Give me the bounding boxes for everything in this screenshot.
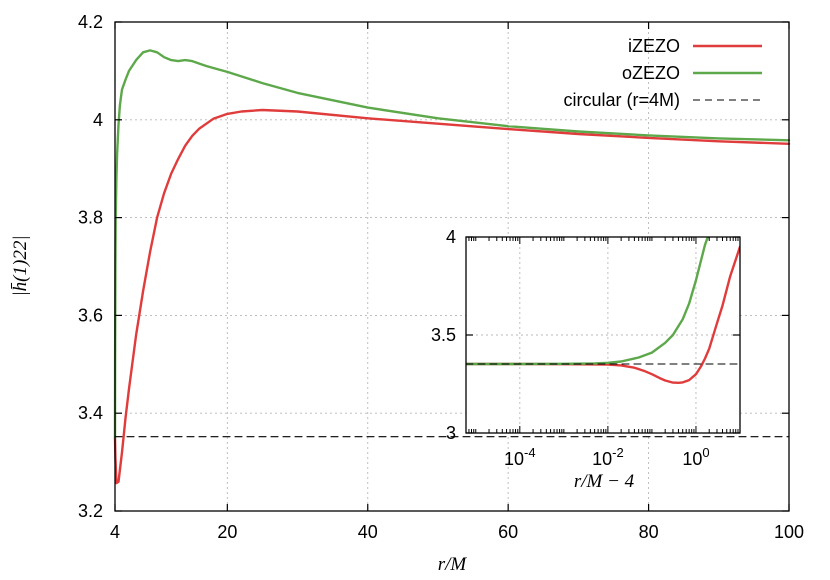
- main-series-izezo-line: [113, 108, 791, 485]
- legend-label: oZEZO: [622, 63, 680, 83]
- main-y-tick-label: 3.2: [78, 501, 103, 521]
- inset-x-axis-label: r/M − 4: [574, 471, 635, 492]
- main-y-tick-label: 3.8: [78, 208, 103, 228]
- legend: iZEZO oZEZO circular (r=4M): [563, 36, 762, 110]
- main-series-ozezo-line: [113, 49, 791, 439]
- main-x-tick-label: 60: [498, 522, 518, 542]
- legend-label: circular (r=4M): [563, 90, 680, 110]
- main-series: [113, 49, 791, 485]
- inset-grid: [466, 237, 740, 433]
- inset-y-tick-label: 3: [446, 423, 456, 443]
- inset-y-tick-label: 4: [446, 227, 456, 247]
- inset-y-tick-label: 3.5: [431, 325, 456, 345]
- inset-series: [466, 237, 740, 384]
- inset-ticks: 10-4 10-2 100 3 3.5 4: [431, 227, 741, 469]
- main-y-tick-label: 3.4: [78, 403, 103, 423]
- main-ticks: 4 20 40 60 80 100 3.2 3.4 3.6 3.8 4 4.2: [78, 12, 804, 542]
- main-plot-frame: [114, 21, 790, 512]
- main-y-tick-label: 4.2: [78, 12, 103, 32]
- main-x-tick-label: 40: [358, 522, 378, 542]
- main-y-tick-label: 3.6: [78, 305, 103, 325]
- inset-x-tick-label: 10-4: [504, 445, 536, 469]
- main-x-tick-label: 100: [774, 522, 804, 542]
- inset-x-tick-label: 100: [682, 445, 709, 469]
- legend-label: iZEZO: [628, 36, 680, 56]
- x-axis-label: r/M: [438, 554, 468, 575]
- legend-entry: circular (r=4M): [563, 90, 762, 110]
- main-x-tick-label: 20: [217, 522, 237, 542]
- legend-entry: oZEZO: [622, 63, 762, 83]
- main-y-tick-label: 4: [93, 110, 103, 130]
- y-axis-label: |h̄(1)22|: [10, 235, 31, 296]
- main-x-tick-label: 80: [639, 522, 659, 542]
- legend-entry: iZEZO: [628, 36, 762, 56]
- main-x-tick-label: 4: [110, 522, 120, 542]
- inset-x-tick-label: 10-2: [592, 445, 624, 469]
